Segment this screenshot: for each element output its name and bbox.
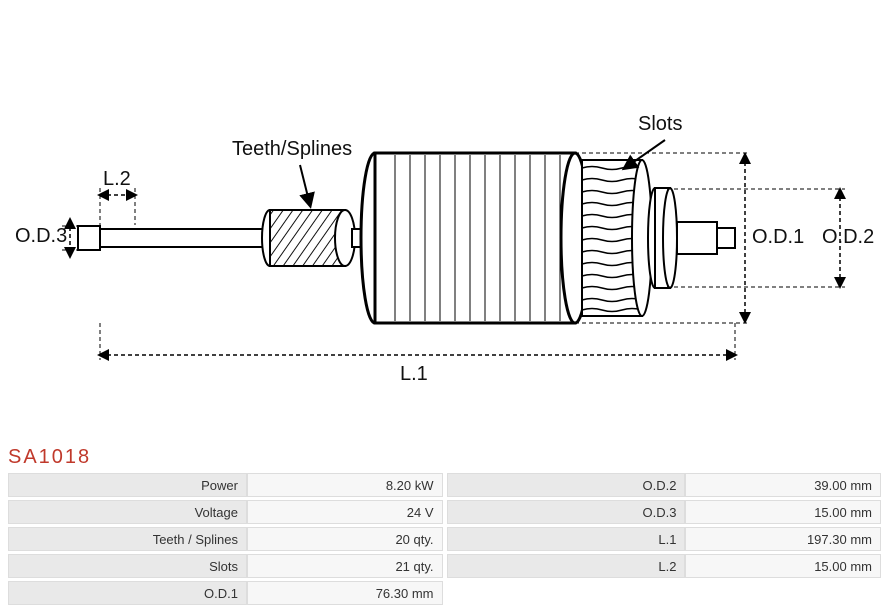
spec-row: Voltage24 V — [8, 500, 443, 524]
label-OD3: O.D.3 — [15, 225, 67, 248]
spec-label: L.2 — [447, 554, 686, 578]
spec-value: 39.00 mm — [685, 473, 881, 497]
label-L1: L.1 — [400, 363, 428, 386]
spec-label: O.D.2 — [447, 473, 686, 497]
spec-label: Slots — [8, 554, 247, 578]
spec-row: L.1197.30 mm — [447, 527, 882, 551]
label-L2: L.2 — [103, 168, 131, 191]
spec-row: Teeth / Splines20 qty. — [8, 527, 443, 551]
spec-label: O.D.1 — [8, 581, 247, 605]
spec-col-right: O.D.239.00 mmO.D.315.00 mmL.1197.30 mmL.… — [447, 473, 882, 605]
part-code: SA1018 — [0, 440, 889, 473]
label-slots: Slots — [638, 113, 682, 136]
label-OD1: O.D.1 — [752, 226, 804, 249]
spec-value: 24 V — [247, 500, 443, 524]
label-teeth: Teeth/Splines — [232, 138, 352, 161]
armature-svg — [0, 0, 889, 440]
spec-col-left: Power8.20 kWVoltage24 VTeeth / Splines20… — [8, 473, 443, 605]
spec-row: L.215.00 mm — [447, 554, 882, 578]
label-OD2: O.D.2 — [822, 226, 874, 249]
spec-row: O.D.315.00 mm — [447, 500, 882, 524]
spec-row: O.D.239.00 mm — [447, 473, 882, 497]
spec-value: 8.20 kW — [247, 473, 443, 497]
spec-label: Teeth / Splines — [8, 527, 247, 551]
spec-label: Voltage — [8, 500, 247, 524]
spec-row: Slots21 qty. — [8, 554, 443, 578]
spec-value: 15.00 mm — [685, 554, 881, 578]
spec-value: 20 qty. — [247, 527, 443, 551]
spec-value: 21 qty. — [247, 554, 443, 578]
spec-table: Power8.20 kWVoltage24 VTeeth / Splines20… — [0, 473, 889, 613]
spec-row: O.D.176.30 mm — [8, 581, 443, 605]
spec-label: O.D.3 — [447, 500, 686, 524]
spec-row: Power8.20 kW — [8, 473, 443, 497]
technical-diagram: Slots Teeth/Splines L.2 O.D.3 L.1 O.D.1 … — [0, 0, 889, 440]
spec-value: 15.00 mm — [685, 500, 881, 524]
spec-label: L.1 — [447, 527, 686, 551]
spec-label: Power — [8, 473, 247, 497]
spec-row — [447, 581, 882, 605]
spec-value: 76.30 mm — [247, 581, 443, 605]
spec-value: 197.30 mm — [685, 527, 881, 551]
